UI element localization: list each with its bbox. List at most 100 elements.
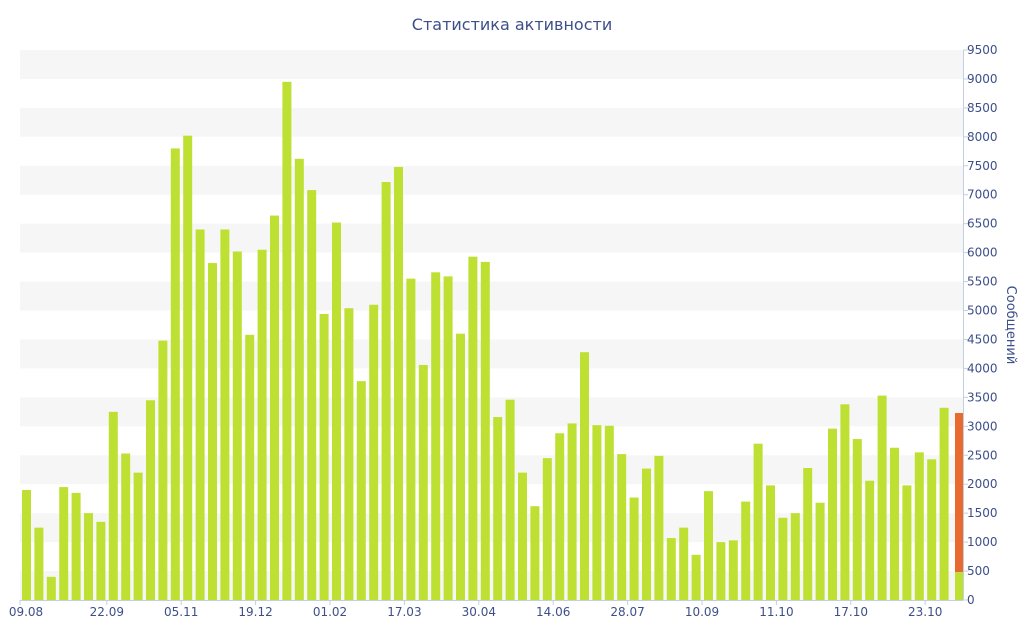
bar [369, 304, 379, 600]
bar [902, 485, 912, 600]
y-tick-label: 2000 [967, 477, 998, 491]
y-tick-label: 9000 [967, 72, 998, 86]
x-tick-label: 05.11 [164, 605, 198, 619]
current-bar-base [955, 572, 963, 600]
bar [158, 340, 168, 600]
bar [46, 576, 56, 600]
y-tick-label: 7500 [967, 159, 998, 173]
x-tick-label: 14.06 [536, 605, 570, 619]
bar [890, 447, 899, 600]
bar [294, 158, 304, 600]
x-tick-label: 10.09 [685, 605, 719, 619]
y-tick-label: 5000 [967, 304, 998, 318]
bar [642, 468, 651, 600]
bar [654, 455, 664, 600]
bar [282, 81, 292, 600]
bar [716, 542, 726, 600]
bar [877, 395, 887, 600]
bar [220, 229, 230, 600]
y-tick-label: 8000 [967, 130, 998, 144]
bar [319, 314, 329, 600]
bar [617, 454, 627, 600]
bar [406, 278, 416, 600]
bar [468, 256, 478, 600]
bar [629, 497, 639, 600]
bar [394, 166, 403, 600]
bar [146, 400, 155, 600]
bar [456, 333, 465, 600]
bar [803, 468, 813, 600]
bar [232, 251, 242, 600]
x-tick-label: 28.07 [610, 605, 644, 619]
grid-band [20, 223, 963, 253]
bar [22, 490, 31, 600]
grid-band [20, 165, 963, 195]
bar [96, 521, 106, 600]
bar [555, 433, 565, 600]
bar [208, 263, 217, 600]
x-tick-label: 09.08 [9, 605, 43, 619]
chart-title: Статистика активности [411, 15, 613, 34]
bar [704, 491, 713, 600]
bar [766, 485, 775, 600]
x-tick-label: 30.04 [462, 605, 496, 619]
grid-band [20, 107, 963, 137]
x-tick-label: 19.12 [238, 605, 272, 619]
bar [245, 334, 255, 600]
bar [356, 381, 366, 600]
bar [84, 513, 93, 600]
x-tick-label: 23.10 [908, 605, 942, 619]
x-tick-label: 11.10 [759, 605, 793, 619]
x-tick-label: 17.10 [834, 605, 868, 619]
bar [728, 540, 738, 600]
x-tick-label: 01.02 [313, 605, 347, 619]
y-tick-label: 9500 [967, 43, 998, 57]
bar [927, 459, 937, 600]
bar [691, 554, 701, 600]
bar [778, 517, 788, 600]
bar [108, 411, 118, 600]
y-axis-label: Сообщений [1003, 286, 1018, 365]
y-tick-label: 500 [967, 564, 990, 578]
bar [518, 472, 527, 600]
bar [257, 249, 267, 600]
bar [418, 364, 428, 600]
y-tick-label: 7000 [967, 188, 998, 202]
y-tick-label: 8500 [967, 101, 998, 115]
x-tick-label: 17.03 [387, 605, 421, 619]
bar [939, 407, 949, 600]
grid-band [20, 281, 963, 311]
bar [71, 492, 81, 600]
bar [381, 182, 391, 600]
bar [741, 501, 751, 600]
current-bar [955, 413, 963, 573]
bar [666, 538, 676, 600]
bar [753, 443, 763, 600]
bar [865, 480, 875, 600]
grid-band [20, 50, 963, 79]
bar [828, 428, 837, 600]
y-tick-label: 6500 [967, 217, 998, 231]
bar [133, 472, 143, 600]
y-tick-label: 1500 [967, 506, 998, 520]
bar [195, 229, 205, 600]
bars [22, 81, 963, 601]
bar [914, 452, 924, 600]
bar [493, 417, 503, 600]
x-tick-label: 22.09 [90, 605, 124, 619]
y-tick-label: 4500 [967, 332, 998, 346]
bar [840, 404, 850, 600]
bar [567, 423, 577, 600]
bar [332, 222, 341, 601]
bar [790, 513, 800, 600]
y-tick-label: 5500 [967, 275, 998, 289]
bar [679, 527, 689, 600]
y-tick-label: 6000 [967, 246, 998, 260]
bar [592, 425, 602, 600]
bar [505, 399, 515, 600]
bar [530, 506, 540, 600]
bar [307, 190, 317, 600]
bar [431, 272, 441, 600]
